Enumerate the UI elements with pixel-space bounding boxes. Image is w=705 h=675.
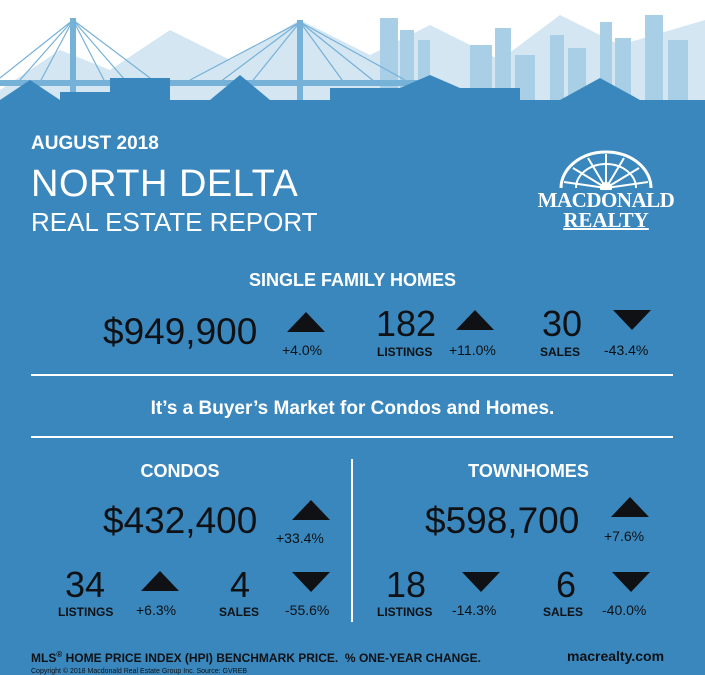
- divider-top: [31, 374, 673, 376]
- market-message: It’s a Buyer’s Market for Condos and Hom…: [150, 398, 555, 419]
- footer-note-rest: HOME PRICE INDEX (HPI) BENCHMARK PRICE. …: [62, 651, 481, 665]
- townhomes-price-change: +7.6%: [604, 528, 645, 544]
- townhomes-sales-trend-icon: [612, 572, 650, 592]
- condos-sales-label: SALES: [219, 605, 260, 619]
- townhomes-title: TOWNHOMES: [468, 461, 589, 481]
- area-title: NORTH DELTA: [31, 163, 299, 205]
- sf-listings-change: +11.0%: [449, 342, 496, 358]
- condos-price: $432,400: [103, 500, 258, 541]
- townhomes-price-trend-icon: [611, 497, 649, 517]
- sf-listings-label: LISTINGS: [377, 345, 433, 359]
- report-subtitle: REAL ESTATE REPORT: [31, 207, 318, 237]
- footer-note: MLS® HOME PRICE INDEX (HPI) BENCHMARK PR…: [31, 650, 481, 665]
- condos-price-trend-icon: [292, 500, 330, 520]
- report-month: AUGUST 2018: [31, 133, 159, 154]
- brand-line2: REALTY: [563, 208, 649, 232]
- single-family-sales: 30: [542, 303, 583, 344]
- townhomes-sales: 6: [556, 564, 577, 605]
- sf-price-change: +4.0%: [282, 342, 323, 358]
- townhomes-listings-change: -14.3%: [452, 602, 497, 618]
- divider-vertical: [351, 459, 353, 622]
- condos-listings: 34: [65, 564, 106, 605]
- townhomes-listings: 18: [386, 564, 427, 605]
- sf-sales-change: -43.4%: [604, 342, 649, 358]
- sf-sales-label: SALES: [540, 345, 581, 359]
- registered-mark: ®: [56, 650, 63, 659]
- townhomes-price: $598,700: [425, 500, 580, 541]
- condos-sales: 4: [230, 564, 251, 605]
- condos-sales-change: -55.6%: [285, 602, 330, 618]
- brand-line1: MACDONALD: [537, 188, 675, 212]
- condos-listings-label: LISTINGS: [58, 605, 114, 619]
- footer-note-prefix: MLS: [31, 651, 57, 665]
- townhomes-sales-label: SALES: [543, 605, 584, 619]
- condos-sales-trend-icon: [292, 572, 330, 592]
- townhomes-listings-trend-icon: [462, 572, 500, 592]
- condos-listings-change: +6.3%: [136, 602, 177, 618]
- condos-title: CONDOS: [140, 461, 220, 481]
- sf-sales-trend-icon: [613, 310, 651, 330]
- skyline-illustration: [0, 0, 705, 140]
- single-family-title: SINGLE FAMILY HOMES: [248, 270, 457, 290]
- single-family-listings: 182: [376, 303, 437, 344]
- townhomes-listings-label: LISTINGS: [377, 605, 433, 619]
- divider-middle: [31, 436, 673, 438]
- townhomes-sales-change: -40.0%: [602, 602, 647, 618]
- website-link[interactable]: macrealty.com: [567, 648, 665, 664]
- copyright-text: Copyright © 2018 Macdonald Real Estate G…: [31, 668, 248, 675]
- macdonald-realty-logo: MACDONALD REALTY: [536, 150, 676, 234]
- wheel-logo-icon: [559, 150, 653, 190]
- condos-price-change: +33.4%: [276, 530, 324, 546]
- single-family-price: $949,900: [103, 311, 258, 352]
- condos-listings-trend-icon: [141, 571, 179, 591]
- sf-listings-trend-icon: [456, 310, 494, 330]
- sf-price-trend-icon: [287, 312, 325, 332]
